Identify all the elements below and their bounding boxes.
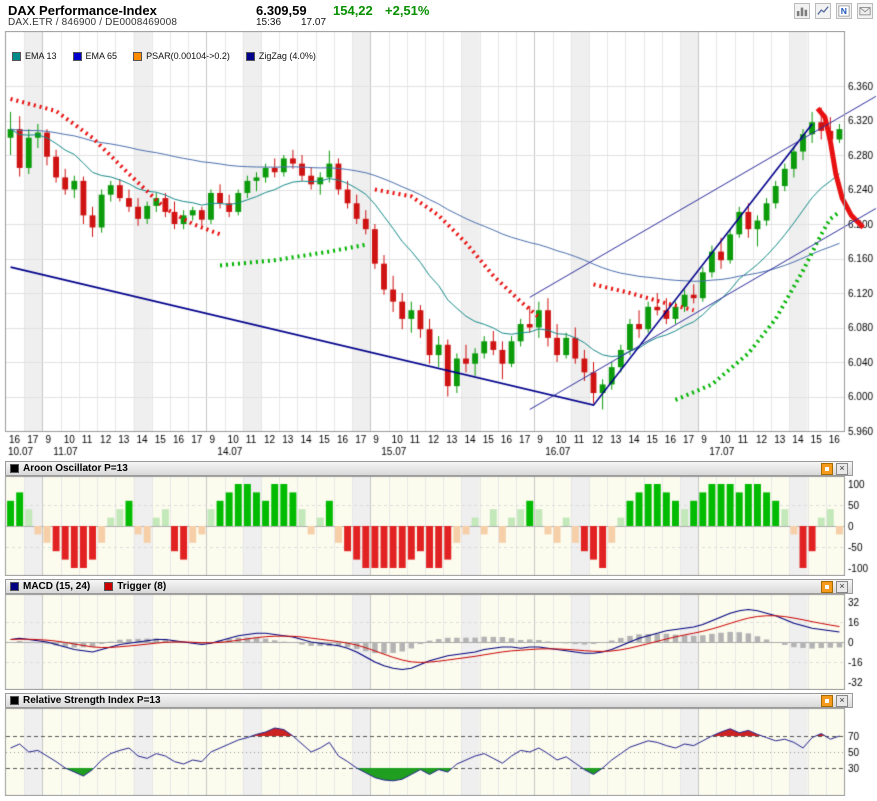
bar-chart-button[interactable] <box>794 3 810 19</box>
rsi-panel: Relative Strength Index P=13 × <box>0 693 877 796</box>
aroon-title: Aroon Oscillator P=13 <box>23 463 128 474</box>
aroon-panel: Aroon Oscillator P=13 × <box>0 461 877 576</box>
macd-panel: MACD (15, 24) Trigger (8) × <box>0 579 877 690</box>
legend-item-psar: PSAR(0.00104->0.2) <box>133 51 230 61</box>
macd-title: MACD (15, 24) <box>23 581 91 592</box>
price-chart-canvas[interactable] <box>0 31 877 457</box>
rsi-detach-button[interactable] <box>821 694 833 707</box>
legend-label-zigzag: ZigZag (4.0%) <box>258 51 316 61</box>
legend-item-ema13: EMA 13 <box>12 51 57 61</box>
line-chart-icon <box>817 6 829 15</box>
rsi-close-button[interactable]: × <box>836 694 848 707</box>
macd-chart-canvas[interactable] <box>0 594 877 690</box>
rsi-swatch-icon <box>10 696 19 705</box>
legend-item-zigzag: ZigZag (4.0%) <box>245 51 316 61</box>
rsi-header: Relative Strength Index P=13 × <box>5 693 853 708</box>
trigger-swatch-icon <box>104 582 114 591</box>
rsi-chart-canvas[interactable] <box>0 708 877 796</box>
aroon-header: Aroon Oscillator P=13 × <box>5 461 853 476</box>
legend-label-ema65: EMA 65 <box>85 51 118 61</box>
aroon-close-button[interactable]: × <box>836 462 848 475</box>
legend-item-ema65: EMA 65 <box>72 51 118 61</box>
aroon-chart-canvas[interactable] <box>0 476 877 576</box>
news-icon: N <box>838 5 850 17</box>
main-chart-panel: EMA 13 EMA 65 PSAR(0.00104->0.2) ZigZag … <box>0 31 877 457</box>
macd-header: MACD (15, 24) Trigger (8) × <box>5 579 853 594</box>
aroon-detach-button[interactable] <box>821 462 833 475</box>
mail-button[interactable] <box>857 3 873 19</box>
svg-text:N: N <box>841 6 847 16</box>
legend-label-psar: PSAR(0.00104->0.2) <box>146 51 230 61</box>
quote-time: 15:36 <box>256 17 282 28</box>
bar-chart-icon <box>796 7 808 17</box>
change-absolute: 154,22 <box>333 3 373 18</box>
macd-swatch-icon <box>10 582 19 591</box>
trigger-title: Trigger (8) <box>117 581 167 592</box>
change-percent: +2,51% <box>385 3 430 18</box>
macd-detach-button[interactable] <box>821 580 833 593</box>
last-price: 6.309,59 <box>256 3 307 18</box>
instrument-title: DAX Performance-Index <box>8 3 157 18</box>
news-button[interactable]: N <box>836 3 852 19</box>
rsi-title: Relative Strength Index P=13 <box>23 695 161 706</box>
aroon-swatch-icon <box>10 464 19 473</box>
legend-label-ema13: EMA 13 <box>25 51 57 61</box>
chart-legend: EMA 13 EMA 65 PSAR(0.00104->0.2) ZigZag … <box>12 51 316 61</box>
psar-swatch-icon <box>133 51 143 61</box>
quote-date: 17.07 <box>301 17 327 28</box>
ema13-swatch-icon <box>12 51 21 61</box>
ema65-swatch-icon <box>72 51 82 61</box>
header-toolbar: N <box>794 3 873 19</box>
instrument-identifiers: DAX.ETR / 846900 / DE0008469008 <box>8 17 178 28</box>
macd-close-button[interactable]: × <box>836 580 848 593</box>
line-chart-button[interactable] <box>815 3 831 19</box>
zigzag-swatch-icon <box>245 51 255 61</box>
header: DAX Performance-Index 6.309,59 154,22 +2… <box>0 0 877 30</box>
mail-icon <box>859 7 871 16</box>
